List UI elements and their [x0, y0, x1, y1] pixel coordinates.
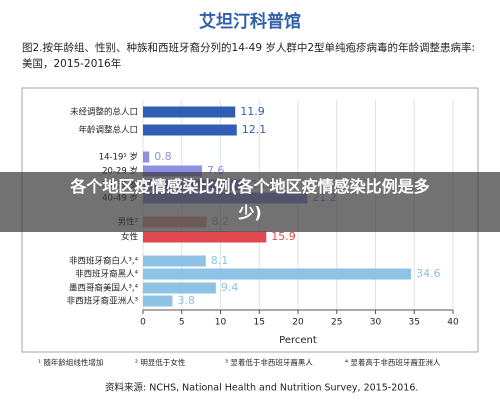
x-tick-label: 0 [140, 318, 146, 328]
value-label: 9.4 [221, 281, 239, 294]
bar [143, 295, 173, 307]
category-label: 女性 [121, 232, 139, 243]
source: 资料来源: NCHS, National Health and Nutritio… [105, 382, 418, 394]
title: 艾坦汀科普馆 [199, 11, 301, 32]
footnotes: ¹ 随年龄组线性增加 ² 明显低于女性 ³ 显着低于非西班牙裔黑人 ⁴ 显着高于非西班… [38, 357, 441, 367]
category-label: 非西班牙裔亚洲人³ [67, 296, 138, 307]
value-label: 12.1 [242, 123, 267, 136]
value-label: 11.9 [240, 105, 265, 118]
bar [143, 106, 236, 118]
category-label: 墨西哥裔美国人³,⁴ [69, 283, 139, 294]
bar [143, 255, 206, 267]
value-label: 34.6 [416, 267, 441, 280]
bar [143, 151, 150, 163]
x-tick-label: 25 [331, 318, 342, 328]
category-label: 14-19¹ 岁 [99, 152, 138, 163]
x-tick-label: 15 [254, 318, 265, 328]
x-tick-label: 40 [447, 318, 459, 328]
category-label: 年龄调整总人口 [78, 125, 138, 136]
value-label: 0.8 [154, 150, 172, 163]
x-axis-label: Percent [279, 335, 317, 346]
bar [143, 268, 412, 280]
bar [143, 165, 202, 177]
category-label: 非西班牙裔黑人⁴ [75, 269, 139, 280]
footnote: ¹ 随年龄组线性增加 [38, 357, 103, 367]
subtitle: 图2.按年龄组、性别、种族和西班牙裔分列的14-49 岁人群中2型单纯疱疹病毒的… [22, 42, 476, 70]
overlay-box: 各个地区疫情感染比例(各个地区疫情感染比例是多少) [70, 177, 430, 222]
x-tick-label: 10 [215, 318, 227, 328]
category-label: 非西班牙裔白人³,⁴ [69, 256, 139, 267]
x-tick-label: 35 [409, 318, 420, 328]
footnote: ² 明显低于女性 [135, 357, 186, 367]
overlay-text: 各个地区疫情感染比例(各个地区疫情感染比例是多少) [70, 177, 430, 222]
overlay-band [0, 172, 500, 232]
x-tick-label: 5 [179, 318, 185, 328]
value-label: 8.1 [211, 254, 229, 267]
value-label: 15.9 [271, 230, 296, 243]
footnote: ³ 显着低于非西班牙裔黑人 [225, 357, 313, 367]
bar [143, 282, 216, 294]
bar [143, 124, 237, 136]
bar [143, 231, 267, 243]
footnote: ⁴ 显着高于非西班牙裔亚洲人 [345, 357, 441, 367]
x-tick-label: 20 [292, 318, 304, 328]
x-tick-label: 30 [370, 318, 382, 328]
subtitle-box: 图2.按年龄组、性别、种族和西班牙裔分列的14-49 岁人群中2型单纯疱疹病毒的… [22, 42, 476, 70]
category-label: 未经调整的总人口 [70, 107, 138, 118]
category-label: 20-29 岁 [102, 166, 138, 177]
value-label: 3.8 [177, 294, 195, 307]
